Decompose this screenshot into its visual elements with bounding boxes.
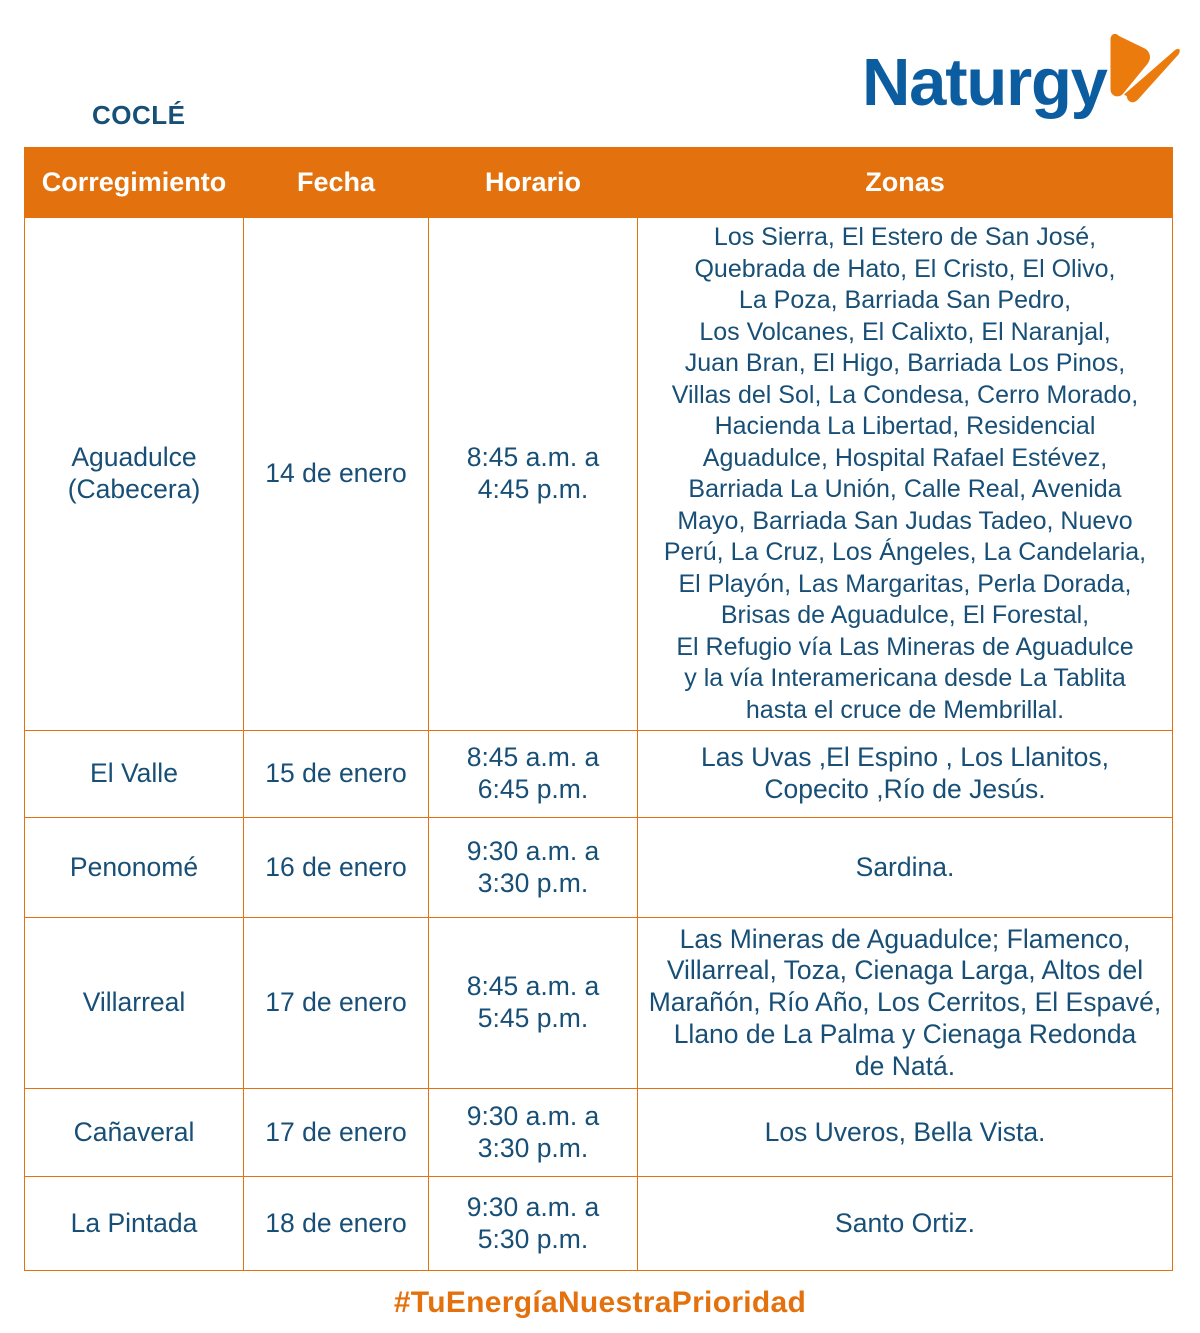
- svg-text:Naturgy: Naturgy: [862, 45, 1108, 120]
